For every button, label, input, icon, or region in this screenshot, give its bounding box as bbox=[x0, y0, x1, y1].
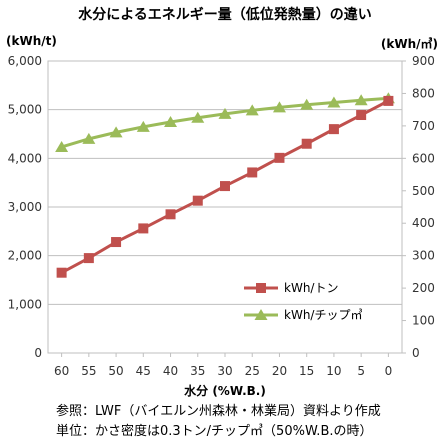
left-axis: 0 1,000 2,000 3,000 4,000 5,000 6,000 bbox=[8, 54, 42, 360]
right-tick-label: 200 bbox=[412, 281, 435, 295]
right-tick-label: 0 bbox=[412, 346, 420, 360]
data-point bbox=[111, 237, 122, 248]
data-point bbox=[272, 101, 286, 113]
data-point bbox=[383, 95, 394, 106]
x-tick-label: 45 bbox=[136, 364, 151, 378]
data-point bbox=[218, 107, 232, 119]
data-point bbox=[245, 104, 259, 116]
data-point bbox=[56, 267, 67, 278]
data-point bbox=[82, 132, 96, 144]
data-point bbox=[356, 110, 367, 121]
x-tick-label: 10 bbox=[326, 364, 341, 378]
left-tick-label: 6,000 bbox=[8, 54, 42, 68]
x-tick-label: 20 bbox=[272, 364, 287, 378]
data-point bbox=[165, 209, 176, 220]
data-point bbox=[191, 111, 205, 123]
unit-note: 単位：かさ密度は0.3トン/チップ㎥（50%W.B.の時） bbox=[56, 424, 373, 439]
x-tick-label: 50 bbox=[108, 364, 123, 378]
left-tick-label: 0 bbox=[34, 346, 42, 360]
series-layer bbox=[55, 92, 395, 278]
right-axis: 0 100 200 300 400 500 600 700 800 900 bbox=[402, 54, 435, 360]
data-point bbox=[327, 96, 341, 108]
legend-marker bbox=[256, 283, 266, 293]
right-axis-unit: (kWh/㎥) bbox=[381, 36, 438, 51]
series-0 bbox=[56, 95, 394, 278]
left-tick-label: 4,000 bbox=[8, 151, 42, 165]
data-point bbox=[109, 126, 123, 138]
x-tick-label: 55 bbox=[81, 364, 96, 378]
data-point bbox=[300, 98, 314, 110]
right-tick-label: 800 bbox=[412, 86, 435, 100]
legend: kWh/トン kWh/チップ㎥ bbox=[244, 281, 362, 322]
legend-label: kWh/チップ㎥ bbox=[284, 308, 362, 322]
data-point bbox=[274, 152, 285, 163]
data-point bbox=[301, 138, 312, 149]
left-axis-unit: (kWh/t) bbox=[6, 34, 57, 48]
left-tick-label: 3,000 bbox=[8, 200, 42, 214]
data-point bbox=[328, 124, 339, 135]
data-point bbox=[192, 195, 203, 206]
chart: 水分によるエネルギー量（低位発熱量）の違い (kWh/t) (kWh/㎥) 0 1… bbox=[6, 6, 438, 398]
right-tick-label: 700 bbox=[412, 119, 435, 133]
right-tick-label: 400 bbox=[412, 216, 435, 230]
gridlines bbox=[48, 109, 402, 305]
left-tick-label: 5,000 bbox=[8, 103, 42, 117]
right-tick-label: 300 bbox=[412, 249, 435, 263]
left-tick-label: 2,000 bbox=[8, 249, 42, 263]
series-line bbox=[61, 96, 389, 149]
x-tick-label: 60 bbox=[54, 364, 69, 378]
data-point bbox=[136, 120, 150, 132]
x-tick-label: 25 bbox=[245, 364, 260, 378]
right-tick-label: 500 bbox=[412, 184, 435, 198]
x-tick-label: 5 bbox=[357, 364, 365, 378]
source-note: 参照：LWF（バイエルン州森林・林業局）資料より作成 bbox=[56, 404, 381, 419]
data-point bbox=[354, 94, 368, 106]
x-tick-label: 30 bbox=[217, 364, 232, 378]
data-point bbox=[220, 181, 230, 192]
x-tick-label: 40 bbox=[163, 364, 178, 378]
right-tick-label: 900 bbox=[412, 54, 435, 68]
data-point bbox=[164, 115, 178, 127]
data-point bbox=[247, 167, 258, 178]
data-point bbox=[138, 223, 149, 234]
left-tick-label: 1,000 bbox=[8, 297, 42, 311]
x-axis: 60 55 50 45 40 35 30 25 20 15 10 5 0 bbox=[54, 353, 392, 378]
right-tick-label: 600 bbox=[412, 151, 435, 165]
chart-title: 水分によるエネルギー量（低位発熱量）の違い bbox=[78, 6, 372, 23]
x-axis-label: 水分 (%W.B.) bbox=[184, 383, 266, 398]
series-1 bbox=[55, 92, 395, 152]
legend-label: kWh/トン bbox=[284, 281, 338, 295]
right-tick-label: 100 bbox=[412, 314, 435, 328]
data-point bbox=[55, 140, 69, 152]
x-tick-label: 0 bbox=[385, 364, 393, 378]
legend-marker bbox=[254, 309, 268, 320]
x-tick-label: 35 bbox=[190, 364, 205, 378]
data-point bbox=[83, 253, 94, 264]
x-tick-label: 15 bbox=[299, 364, 314, 378]
